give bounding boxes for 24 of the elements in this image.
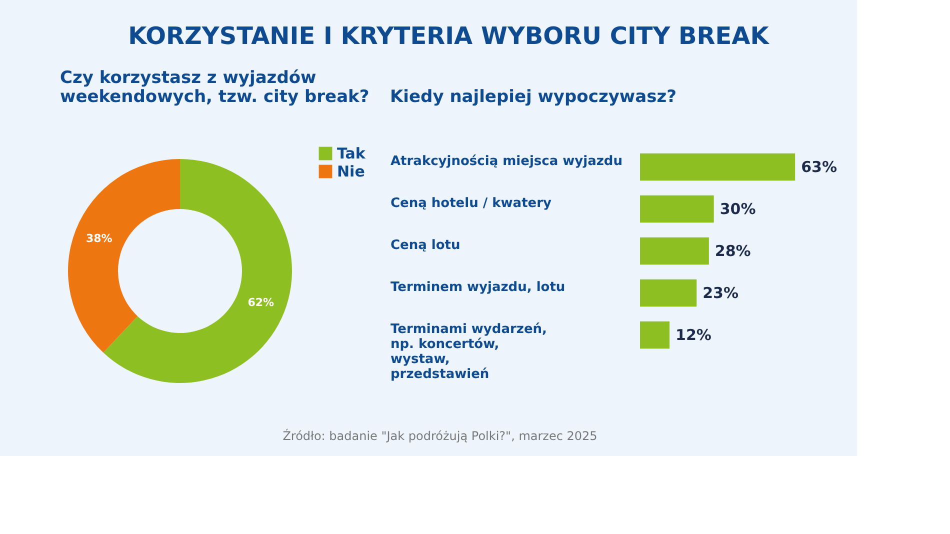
y-tick-label: Ceną lotu — [390, 238, 460, 253]
bar — [640, 195, 714, 223]
text: KORZYSTANIE I KRYTERIA WYBORU CITY BREAK — [128, 22, 770, 50]
data-label: 38% — [86, 232, 112, 245]
data-label: 62% — [248, 296, 274, 310]
y-tick-label: Terminami wydarzeń, np. koncertów, wystaw, przedstawień — [390, 322, 547, 382]
data-label: 28% — [714, 242, 751, 260]
data-label: 30% — [720, 200, 756, 218]
data-label: 63% — [801, 158, 837, 176]
bar — [640, 279, 697, 307]
donut-slice — [68, 159, 180, 353]
legend-label: Tak — [337, 144, 366, 162]
y-tick-label: Ceną hotelu / kwatery — [390, 196, 552, 211]
bar — [640, 153, 796, 181]
chart-subtitle: Czy korzystasz z wyjazdów weekendowych, tzw. city break? — [60, 68, 370, 107]
text: Źródło: badanie "Jak podróżują Polki?", marzec 2025 — [282, 428, 598, 443]
bar — [640, 237, 709, 265]
bar — [640, 321, 670, 349]
chart-title: Kiedy najlepiej wypoczywasz? — [390, 87, 676, 107]
data-label: 23% — [702, 284, 739, 302]
legend-label: Nie — [337, 162, 365, 180]
y-tick-label: Atrakcyjnością miejsca wyjazdu — [390, 154, 622, 169]
y-tick-label: Terminem wyjazdu, lotu — [390, 280, 566, 295]
data-label: 12% — [676, 326, 712, 344]
